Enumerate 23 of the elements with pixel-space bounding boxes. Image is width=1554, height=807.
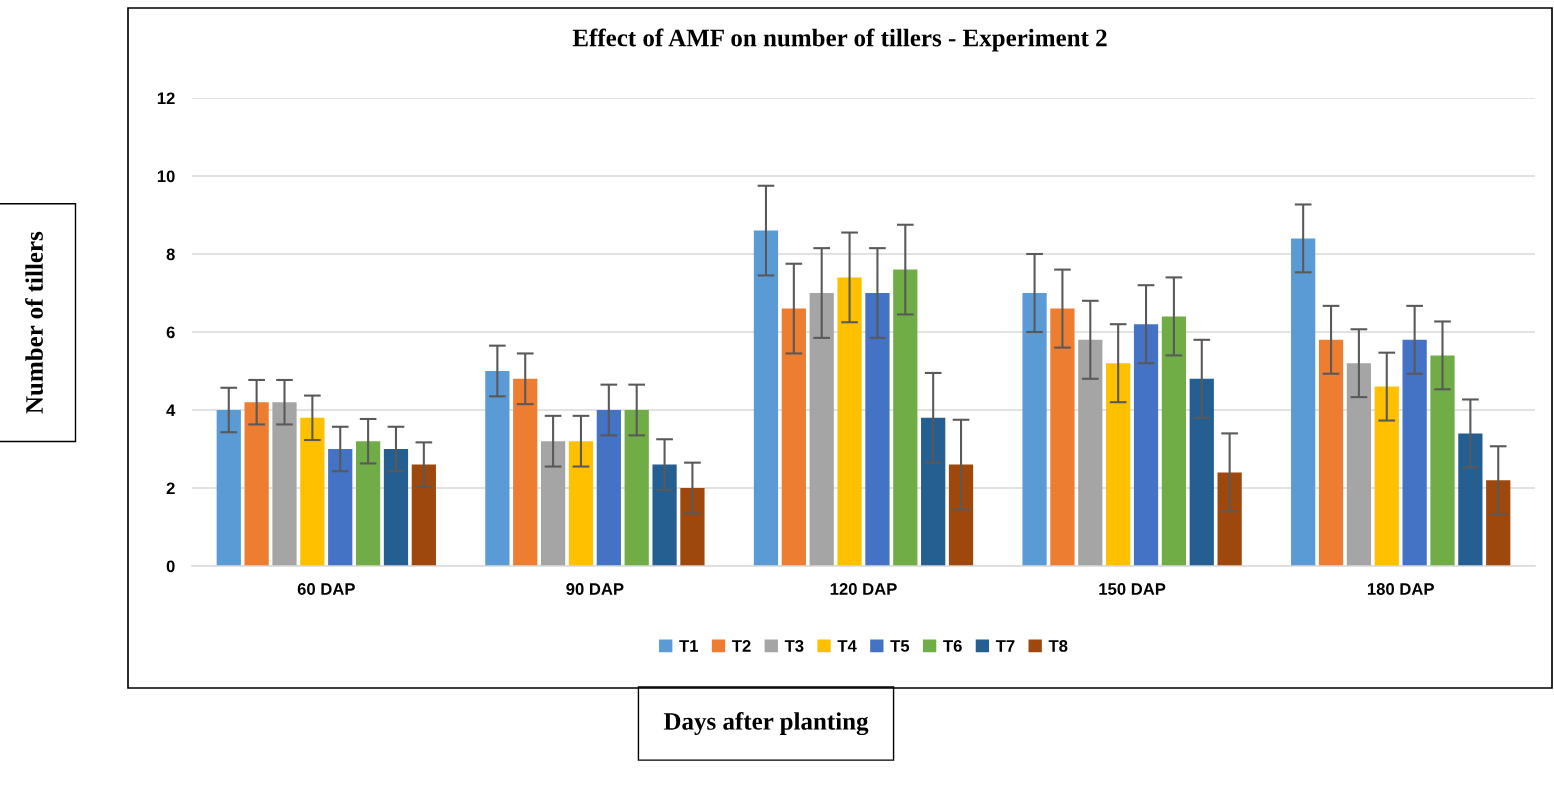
y-axis-title: Number of tillers xyxy=(25,231,43,414)
y-tick-label: 12 xyxy=(157,92,175,105)
legend-label: T7 xyxy=(995,640,1015,652)
x-tick-label: 120 DAP xyxy=(830,583,897,595)
legend-label: T6 xyxy=(943,640,962,652)
x-axis-title: Days after planting xyxy=(663,712,869,736)
legend-label: T1 xyxy=(679,640,699,652)
chart-title: Effect of AMF on number of tillers - Experiment 2 xyxy=(572,28,1107,52)
x-tick-label: 150 DAP xyxy=(1099,583,1166,595)
legend-label: T5 xyxy=(890,640,910,652)
x-tick-label: 60 DAP xyxy=(297,583,355,595)
legend-label: T8 xyxy=(1048,640,1068,652)
x-tick-label: 180 DAP xyxy=(1367,583,1434,595)
legend-label: T2 xyxy=(732,640,751,652)
legend-label: T4 xyxy=(837,640,857,652)
y-tick-label: 0 xyxy=(166,560,175,573)
x-tick-label: 90 DAP xyxy=(566,583,624,595)
y-tick-label: 10 xyxy=(157,170,175,183)
y-tick-label: 6 xyxy=(166,326,175,339)
y-tick-label: 4 xyxy=(166,404,176,417)
legend-label: T3 xyxy=(784,640,804,652)
y-tick-label: 8 xyxy=(166,248,175,261)
y-tick-label: 2 xyxy=(166,482,175,495)
